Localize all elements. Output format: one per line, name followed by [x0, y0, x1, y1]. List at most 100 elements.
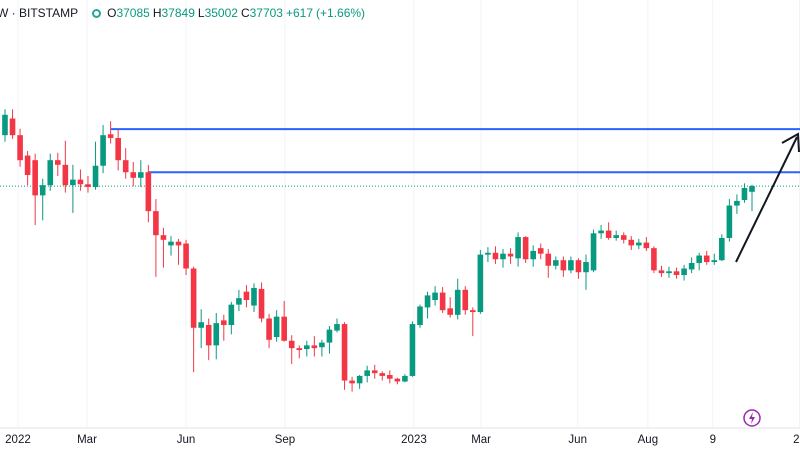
candle-body	[402, 375, 408, 382]
candle-body	[32, 160, 38, 196]
candle-body	[77, 179, 84, 185]
candle-body	[470, 310, 476, 313]
candle-body	[183, 243, 189, 269]
candle-body	[304, 345, 310, 350]
candle-body	[100, 135, 106, 166]
candle-body	[500, 253, 506, 260]
ohlc-value: 37849	[161, 6, 195, 20]
candle-body	[371, 370, 378, 374]
candle-body	[560, 260, 567, 271]
candle-body	[688, 262, 695, 270]
candle-body	[462, 289, 469, 311]
candle-body	[24, 155, 31, 175]
candle-body	[409, 324, 416, 376]
candle-body	[243, 291, 250, 300]
candle-body	[145, 172, 152, 212]
candle-body	[387, 375, 393, 379]
candle-body	[288, 340, 295, 349]
candle-body	[138, 172, 144, 178]
candle-body	[447, 308, 453, 315]
candle-body	[605, 230, 612, 238]
candle-body	[553, 260, 559, 266]
candle-body	[311, 345, 318, 349]
candle-body	[258, 288, 265, 319]
candle-body	[522, 237, 529, 260]
x-tick-label: 9	[710, 434, 716, 446]
candle-body	[326, 329, 333, 343]
ohlc-label: H	[152, 6, 162, 20]
candle-body	[17, 135, 23, 161]
ohlc-value: 35002	[204, 6, 238, 20]
candle-body	[107, 134, 114, 138]
candle-body	[130, 172, 137, 178]
candle-body	[651, 248, 657, 271]
candle-body	[711, 260, 718, 263]
candle-body	[62, 164, 69, 186]
candle-body	[719, 237, 725, 261]
ohlc-value: 37703	[249, 6, 283, 20]
candle-body	[2, 114, 8, 136]
candle-body	[734, 200, 740, 206]
candle-body	[749, 186, 755, 192]
candle-body	[221, 320, 227, 325]
candle-body	[198, 322, 204, 328]
candle-body	[696, 255, 702, 263]
candle-body	[432, 292, 438, 300]
candle-body	[168, 241, 174, 246]
x-tick-label: 2022	[5, 434, 31, 446]
candle-body	[160, 235, 167, 240]
candle-body	[341, 324, 348, 381]
x-tick-label: Sep	[275, 434, 295, 446]
candle-body	[47, 160, 54, 186]
candle-body	[590, 233, 597, 271]
candle-body	[349, 380, 355, 384]
candle-body	[673, 271, 680, 275]
candle-body	[666, 271, 672, 274]
candle-body	[485, 252, 491, 255]
x-tick-label: Jun	[568, 434, 587, 446]
candle-body	[613, 235, 619, 238]
candle-body	[356, 375, 363, 384]
ohlc-label: O	[107, 6, 117, 20]
logo-icon	[743, 409, 761, 427]
candle-body	[379, 373, 386, 376]
candle-body	[39, 185, 46, 196]
change: +617	[285, 6, 314, 20]
candle-body	[9, 118, 16, 136]
candle-body	[236, 298, 242, 305]
candle-body	[741, 187, 748, 200]
candle-body	[636, 242, 642, 246]
candle-body	[205, 325, 212, 346]
ohlc-label: C	[240, 6, 250, 20]
candle-body	[545, 253, 552, 266]
symbol: W · BITSTAMP	[0, 6, 79, 20]
candle-body	[658, 270, 665, 274]
candle-body	[281, 316, 287, 341]
candle-body	[190, 268, 197, 328]
candle-body	[417, 306, 423, 325]
candle-body	[575, 260, 582, 273]
candle-body	[726, 205, 733, 238]
candle-body	[439, 292, 446, 311]
candle-body	[296, 348, 303, 350]
change-percent: (+1.66%)	[316, 6, 366, 20]
legend-header: W · BITSTAMP O37085 H37849 L35002 C37703 +617…	[0, 6, 368, 20]
candle-body	[681, 268, 687, 275]
candle-body	[364, 370, 370, 376]
candle-body	[515, 237, 521, 259]
x-tick-label: 20	[793, 434, 800, 446]
candle-body	[273, 316, 280, 338]
candle-body	[530, 250, 536, 260]
candle-body	[454, 289, 461, 315]
candle-body	[70, 179, 76, 186]
arrow-drawing	[735, 132, 800, 263]
candle-body	[703, 255, 710, 263]
candle-body	[266, 318, 272, 340]
candle-body	[628, 239, 635, 246]
x-tick-label: Jun	[177, 434, 196, 446]
candle-body	[568, 260, 574, 271]
ohlc-label: L	[197, 6, 205, 20]
candle-body	[122, 160, 129, 173]
